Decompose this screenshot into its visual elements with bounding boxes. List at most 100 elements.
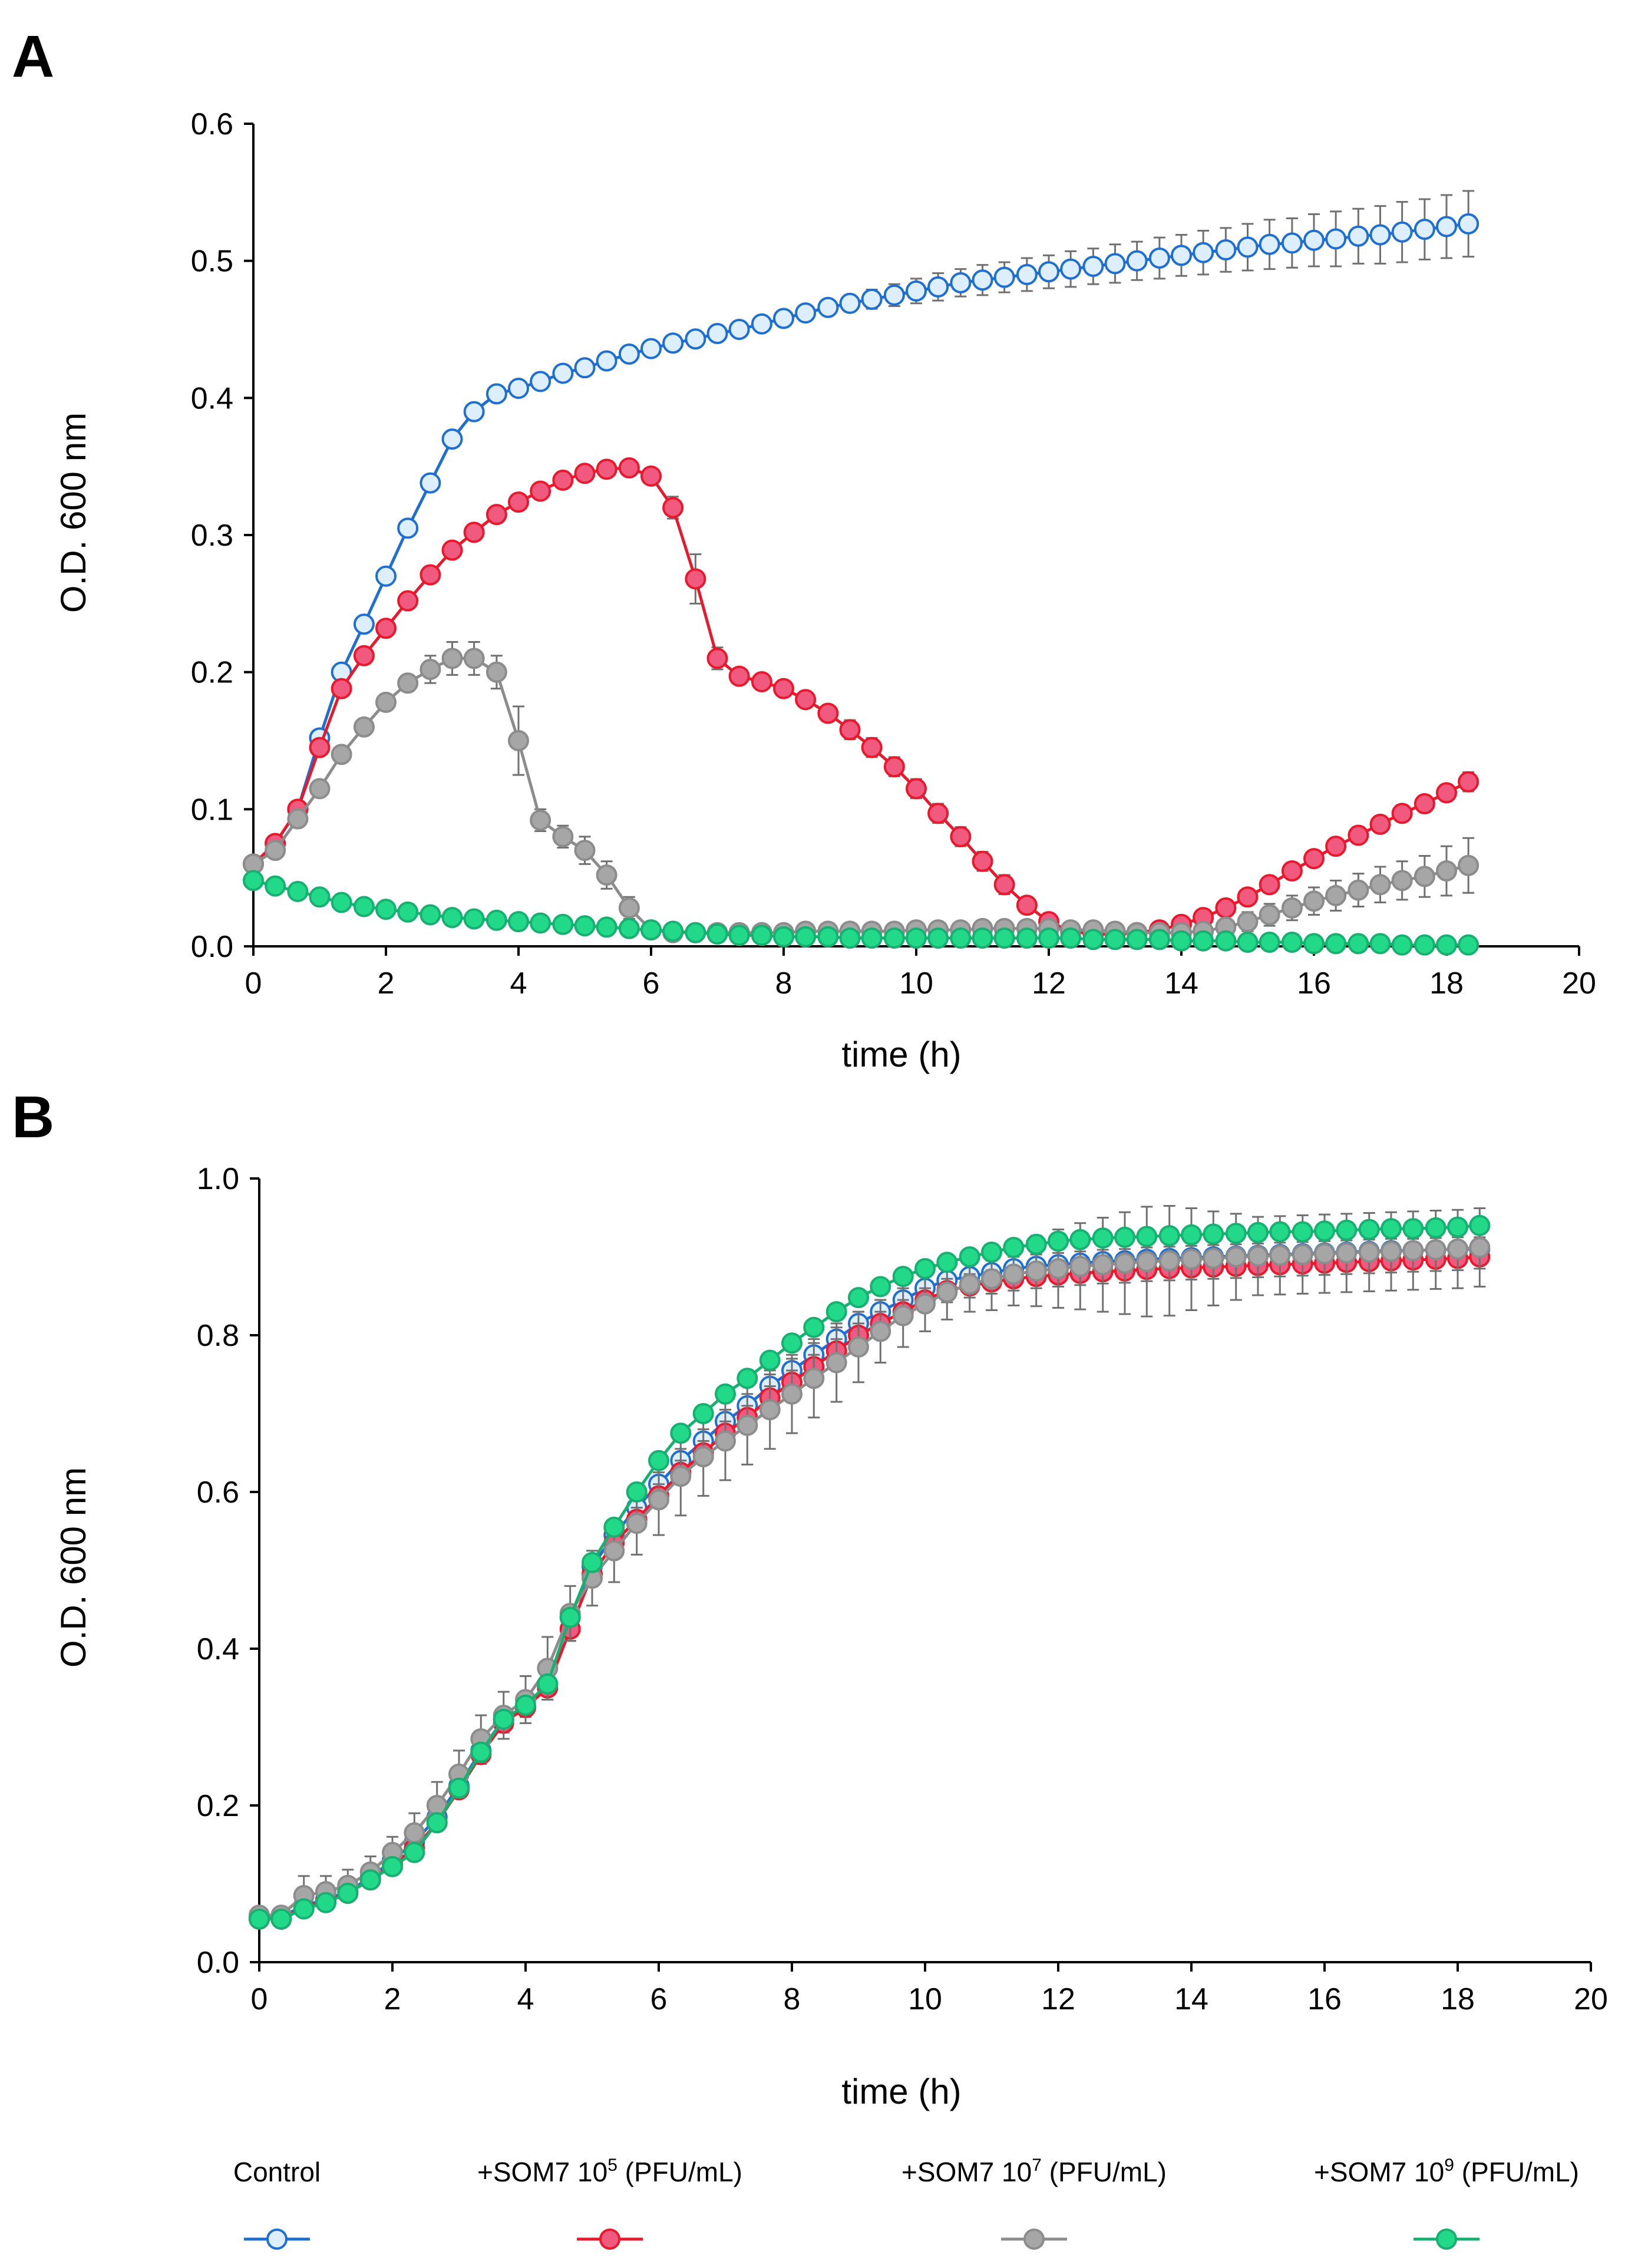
data-point bbox=[936, 1252, 958, 1273]
data-point bbox=[1303, 848, 1325, 870]
data-point bbox=[692, 1446, 714, 1468]
data-point bbox=[1414, 219, 1435, 240]
data-point bbox=[781, 1383, 803, 1405]
x-tick-label-b: 0 bbox=[251, 1982, 268, 2016]
data-point bbox=[1358, 1242, 1380, 1263]
data-point bbox=[1425, 1239, 1447, 1261]
data-point bbox=[1060, 258, 1082, 280]
data-point bbox=[993, 874, 1015, 896]
data-point bbox=[861, 737, 883, 758]
data-point bbox=[906, 778, 927, 800]
data-point bbox=[728, 925, 750, 946]
data-point bbox=[331, 744, 352, 765]
x-tick-label-b: 2 bbox=[384, 1982, 401, 2016]
data-point bbox=[1092, 1227, 1114, 1249]
data-point bbox=[1247, 1245, 1269, 1267]
data-point bbox=[1348, 879, 1369, 901]
data-point bbox=[552, 362, 574, 384]
data-point bbox=[1281, 897, 1303, 919]
data-point bbox=[706, 923, 728, 945]
data-point bbox=[603, 1516, 625, 1538]
series-line bbox=[252, 222, 1469, 866]
data-point bbox=[914, 1257, 936, 1279]
x-tick-label-a: 18 bbox=[1429, 966, 1464, 1001]
data-point bbox=[1369, 224, 1391, 246]
data-point bbox=[574, 463, 596, 484]
data-point bbox=[270, 1908, 292, 1930]
data-point bbox=[737, 1414, 758, 1436]
data-point bbox=[817, 296, 839, 318]
data-point bbox=[618, 917, 640, 939]
data-point bbox=[1237, 886, 1259, 908]
data-point bbox=[1281, 932, 1303, 953]
x-tick-label-a: 12 bbox=[1032, 966, 1066, 1001]
data-point bbox=[1259, 904, 1280, 926]
data-point bbox=[959, 1273, 980, 1295]
data-point bbox=[1259, 874, 1280, 896]
data-point bbox=[530, 912, 551, 934]
data-point bbox=[1414, 866, 1435, 887]
y-tick-label-a: 0.0 bbox=[191, 930, 233, 964]
data-point bbox=[839, 927, 861, 949]
data-point bbox=[1225, 1246, 1247, 1267]
data-point bbox=[1458, 934, 1480, 956]
legend-label-som7-1e7: +SOM7 107 (PFU/mL) bbox=[901, 2155, 1167, 2187]
data-point bbox=[861, 288, 883, 310]
data-point bbox=[1181, 1224, 1202, 1246]
data-point bbox=[309, 778, 331, 800]
data-point bbox=[1136, 1226, 1158, 1247]
data-point bbox=[486, 661, 507, 683]
x-tick-label-a: 8 bbox=[775, 966, 792, 1001]
series-a-1 bbox=[243, 457, 1480, 945]
data-point bbox=[883, 927, 905, 949]
data-point bbox=[382, 1856, 403, 1877]
data-point bbox=[1336, 1219, 1358, 1241]
data-point bbox=[1126, 250, 1148, 272]
data-point bbox=[1414, 793, 1435, 815]
data-point bbox=[1016, 927, 1038, 949]
data-point bbox=[1391, 221, 1413, 243]
data-point bbox=[448, 1777, 470, 1799]
data-point bbox=[375, 899, 397, 920]
data-point bbox=[463, 521, 485, 543]
x-tick-label-b: 16 bbox=[1307, 1982, 1342, 2016]
data-point bbox=[1436, 860, 1457, 882]
data-point bbox=[1126, 929, 1148, 950]
legend-label-som7-1e9: +SOM7 109 (PFU/mL) bbox=[1314, 2155, 1579, 2187]
x-tick-label-a: 2 bbox=[378, 966, 395, 1001]
x-tick-label-a: 0 bbox=[245, 966, 262, 1001]
data-point bbox=[618, 457, 640, 478]
data-point bbox=[1303, 933, 1325, 955]
data-point bbox=[1016, 894, 1038, 916]
legend-swatch-3 bbox=[1414, 2229, 1480, 2250]
data-point bbox=[397, 517, 419, 539]
data-point bbox=[1114, 1226, 1135, 1248]
data-point bbox=[1314, 1243, 1335, 1265]
data-point bbox=[1003, 1263, 1025, 1285]
x-tick-label-b: 20 bbox=[1574, 1982, 1608, 2016]
data-point bbox=[1436, 216, 1457, 237]
data-point bbox=[950, 272, 972, 293]
data-point bbox=[287, 880, 309, 902]
x-tick-label-a: 6 bbox=[643, 966, 660, 1001]
data-point bbox=[1391, 803, 1413, 824]
data-point bbox=[1016, 263, 1038, 285]
data-point bbox=[1292, 1244, 1313, 1266]
data-point bbox=[1114, 1252, 1135, 1274]
x-tick-label-b: 14 bbox=[1174, 1982, 1208, 2016]
data-point bbox=[751, 671, 772, 692]
data-point bbox=[1193, 930, 1214, 952]
x-axis-title-b: time (h) bbox=[841, 2072, 961, 2111]
data-point bbox=[781, 1332, 803, 1354]
data-point bbox=[892, 1305, 914, 1326]
data-point bbox=[375, 565, 397, 587]
series-line bbox=[252, 656, 1469, 935]
x-tick-label-b: 8 bbox=[784, 1982, 801, 2016]
data-point bbox=[1336, 1242, 1358, 1264]
data-point bbox=[981, 1242, 1002, 1263]
data-point bbox=[626, 1481, 648, 1503]
x-tick-label-b: 18 bbox=[1441, 1982, 1475, 2016]
data-point bbox=[1069, 1229, 1091, 1250]
data-point bbox=[1237, 932, 1259, 953]
